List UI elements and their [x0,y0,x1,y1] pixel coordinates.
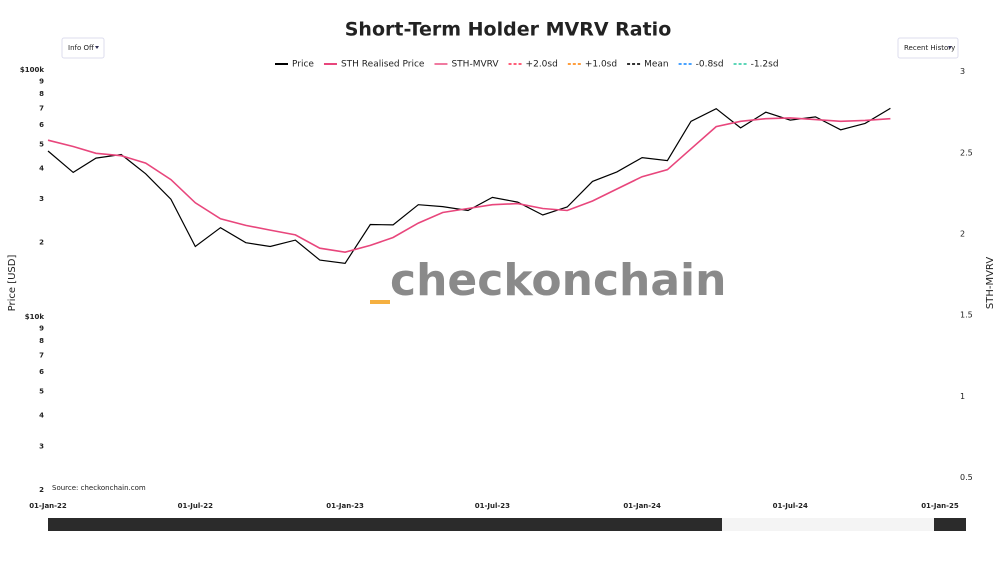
legend-label: Price [292,60,314,70]
y-tick-label: $100k [20,66,44,74]
x-tick-label: 01-Jan-22 [29,502,67,510]
legend-label: -0.8sd [696,60,724,70]
y2-tick-label: 0.5 [960,473,973,482]
info-button[interactable]: Info Off [61,37,105,59]
y-tick-label: 8 [39,90,44,98]
y2-axis-title: STH-MVRV [985,257,996,309]
y-tick-label: 3 [39,195,44,203]
button-label[interactable]: Info Off [68,44,94,52]
button-box[interactable] [897,37,959,59]
y2-tick-label: 3 [960,67,965,76]
legend-label: STH Realised Price [341,60,425,70]
y2-tick-label: 1.5 [960,311,973,320]
history-button[interactable]: Recent History [897,37,959,59]
y-tick-label: 5 [39,140,44,148]
chart-title: Short-Term Holder MVRV Ratio [345,19,672,41]
y-tick-label: 9 [39,324,44,332]
y-tick-label: 3 [39,442,44,450]
y-tick-label: 4 [39,164,44,172]
y-tick-label: 7 [39,351,44,359]
y-tick-label: 8 [39,337,44,345]
x-tick-label: 01-Jan-23 [326,502,364,510]
legend-label: STH-MVRV [451,60,499,70]
series-line [47,107,891,264]
y-tick-label: 4 [39,411,44,419]
button-label[interactable]: Recent History [904,44,955,52]
x-tick-label: 01-Jul-22 [178,502,213,510]
series-line [47,117,891,254]
y2-tick-label: 2 [960,229,965,238]
button-arrow [948,46,952,49]
y-tick-label: $10k [25,313,45,321]
legend-label: -1.2sd [751,60,779,70]
y2-tick-label: 1 [960,392,965,401]
y-tick-label: 9 [39,77,44,85]
y-tick-label: 6 [39,368,44,376]
button-box[interactable] [61,37,105,59]
button-arrow [95,46,99,49]
y-tick-label: 2 [39,239,44,247]
x-tick-label: 01-Jan-24 [623,502,661,510]
legend-label: +2.0sd [526,60,558,70]
watermark-underscore [370,300,390,304]
legend-label: +1.0sd [585,60,617,70]
range-window[interactable] [722,518,934,531]
legend-label: Mean [644,60,669,70]
y2-tick-label: 2.5 [960,148,973,157]
source: Source: checkonchain.com [52,484,146,492]
x-tick-label: 01-Jul-24 [773,502,808,510]
x-tick-label: 01-Jan-25 [921,502,959,510]
y-tick-label: 5 [39,387,44,395]
y-tick-label: 6 [39,121,44,129]
x-tick-label: 01-Jul-23 [475,502,510,510]
y-axis-title: Price [USD] [7,255,18,312]
y-tick-label: 2 [39,486,44,494]
y-tick-label: 7 [39,104,44,112]
watermark: checkonchain [390,255,726,306]
